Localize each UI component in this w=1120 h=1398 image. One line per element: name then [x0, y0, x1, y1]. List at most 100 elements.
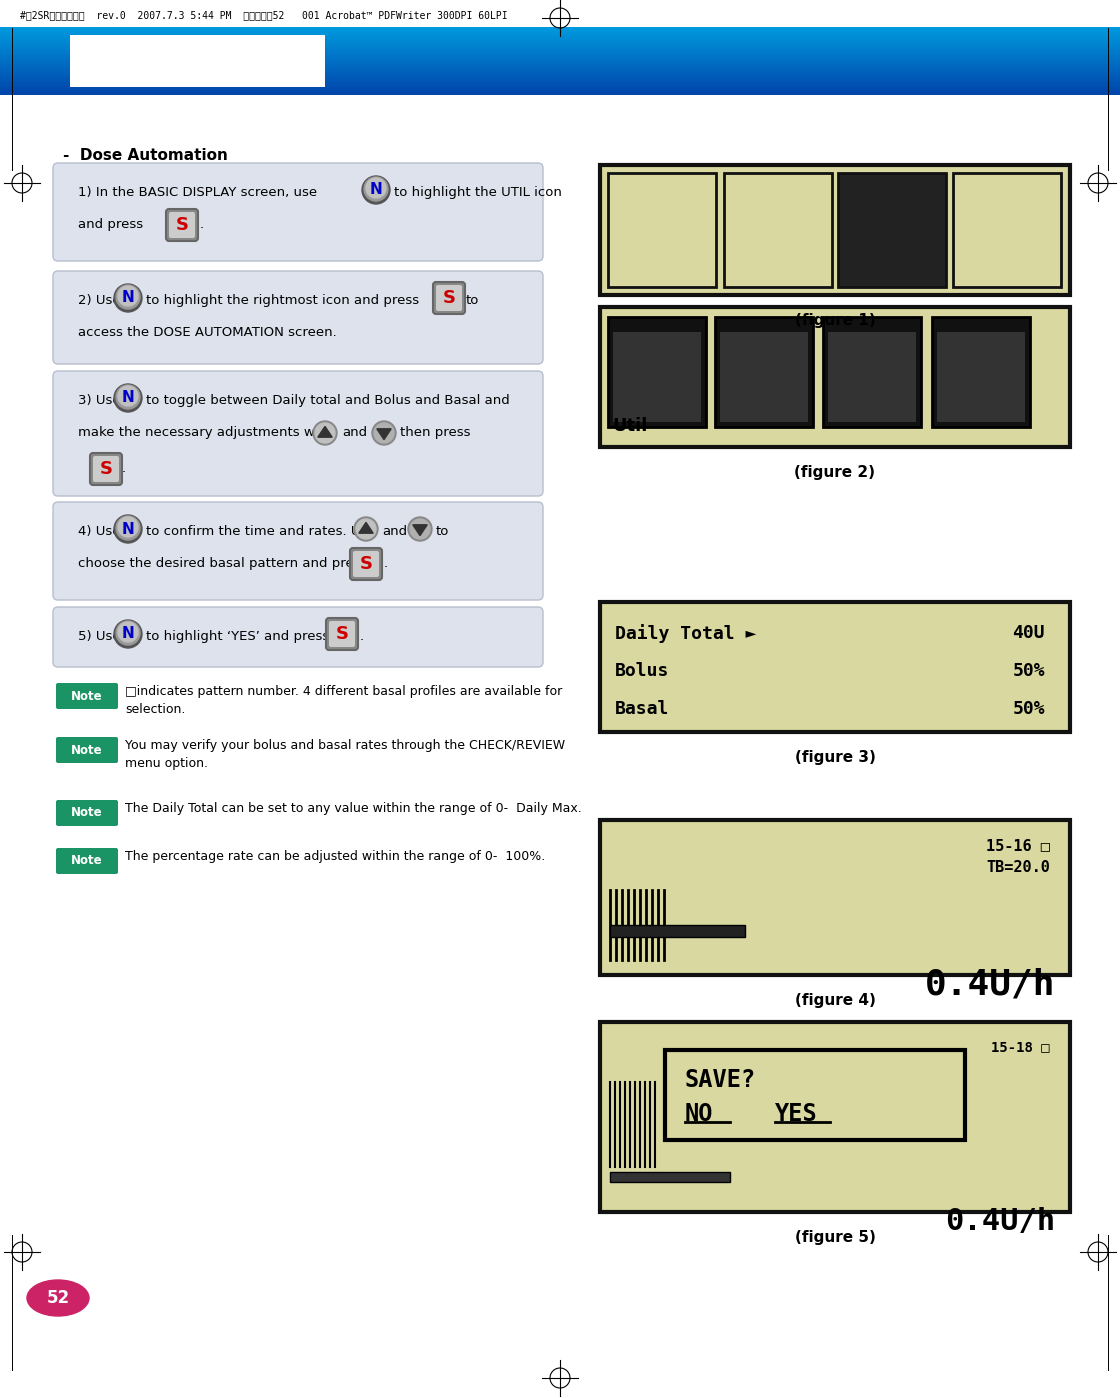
Bar: [932, 317, 1030, 426]
Bar: [0, 49, 1120, 52]
Text: N: N: [370, 183, 382, 197]
Circle shape: [118, 622, 138, 642]
Text: to highlight the rightmost icon and press: to highlight the rightmost icon and pres…: [146, 294, 419, 308]
Circle shape: [116, 384, 140, 410]
Polygon shape: [376, 429, 391, 439]
Circle shape: [374, 424, 394, 443]
FancyBboxPatch shape: [353, 551, 379, 577]
Bar: [0, 52, 1120, 55]
Text: 5) Use: 5) Use: [78, 630, 121, 643]
Bar: [715, 317, 813, 426]
FancyBboxPatch shape: [90, 453, 122, 485]
Bar: [0, 62, 1120, 64]
Bar: [0, 81, 1120, 84]
Bar: [0, 38, 1120, 39]
Text: to toggle between Daily total and Bolus and Basal and: to toggle between Daily total and Bolus …: [146, 394, 510, 407]
FancyBboxPatch shape: [329, 621, 355, 647]
Bar: [0, 92, 1120, 95]
Text: Note: Note: [72, 854, 103, 868]
Text: 4) Use: 4) Use: [78, 526, 121, 538]
Circle shape: [408, 517, 432, 541]
Bar: [69, 35, 325, 87]
Text: Util: Util: [612, 417, 647, 435]
FancyBboxPatch shape: [53, 164, 543, 261]
Bar: [0, 39, 1120, 42]
Text: and: and: [342, 426, 367, 439]
Text: Note: Note: [72, 807, 103, 819]
Bar: [0, 66, 1120, 69]
Bar: [613, 331, 701, 422]
FancyBboxPatch shape: [166, 208, 198, 240]
Text: 15-18 □: 15-18 □: [991, 1040, 1051, 1054]
Bar: [0, 32, 1120, 35]
FancyBboxPatch shape: [326, 618, 358, 650]
Bar: [0, 35, 1120, 38]
Text: 52: 52: [46, 1289, 69, 1307]
Text: 50%: 50%: [1012, 663, 1045, 679]
Bar: [0, 85, 1120, 88]
Text: (figure 4): (figure 4): [794, 993, 876, 1008]
Text: N: N: [122, 390, 134, 405]
FancyBboxPatch shape: [349, 548, 382, 580]
Bar: [0, 69, 1120, 71]
Bar: [0, 29, 1120, 31]
Text: S: S: [100, 460, 112, 478]
Bar: [0, 67, 1120, 70]
Bar: [0, 59, 1120, 62]
Circle shape: [118, 287, 138, 306]
Bar: [0, 78, 1120, 81]
Text: 15-16 □: 15-16 □: [986, 837, 1051, 853]
FancyBboxPatch shape: [56, 849, 118, 874]
Bar: [961, 180, 1053, 280]
Bar: [0, 27, 1120, 29]
Bar: [720, 331, 808, 422]
Bar: [0, 84, 1120, 87]
Text: S: S: [176, 217, 188, 233]
Bar: [610, 1172, 730, 1181]
Text: (figure 1): (figure 1): [794, 313, 876, 329]
Bar: [0, 57, 1120, 60]
Polygon shape: [413, 524, 427, 535]
Polygon shape: [318, 426, 333, 438]
Bar: [0, 31, 1120, 34]
Circle shape: [116, 621, 140, 644]
FancyBboxPatch shape: [169, 212, 195, 238]
Text: 2) Use: 2) Use: [78, 294, 121, 308]
Bar: [665, 1050, 965, 1139]
Bar: [828, 331, 916, 422]
Circle shape: [114, 384, 142, 412]
Circle shape: [366, 178, 386, 199]
Bar: [0, 74, 1120, 77]
Circle shape: [116, 285, 140, 309]
FancyBboxPatch shape: [53, 502, 543, 600]
Bar: [0, 70, 1120, 73]
Bar: [0, 48, 1120, 50]
Text: then press: then press: [400, 426, 470, 439]
Text: 3) Use: 3) Use: [78, 394, 121, 407]
FancyBboxPatch shape: [436, 285, 461, 310]
Text: Basal: Basal: [615, 700, 670, 719]
Text: N: N: [122, 291, 134, 306]
Text: 0.4U/h: 0.4U/h: [924, 967, 1055, 1002]
Text: NO: NO: [685, 1102, 713, 1125]
Bar: [0, 91, 1120, 94]
Bar: [0, 42, 1120, 45]
Circle shape: [315, 424, 335, 443]
Bar: [0, 64, 1120, 67]
Text: to: to: [436, 526, 449, 538]
Text: 50%: 50%: [1012, 700, 1045, 719]
Bar: [608, 173, 716, 287]
Bar: [0, 41, 1120, 43]
Text: Note: Note: [72, 744, 103, 756]
Text: 40U: 40U: [1012, 624, 1045, 642]
Bar: [0, 34, 1120, 36]
FancyBboxPatch shape: [93, 456, 119, 482]
Circle shape: [362, 176, 390, 204]
Polygon shape: [358, 523, 373, 533]
Text: selection.: selection.: [125, 703, 186, 716]
Circle shape: [118, 386, 138, 405]
Bar: [616, 180, 708, 280]
Text: #2SR  rev.0  2007.7.3 5:44 PM  52   001 Acrobat™ PDFWriter 300DPI 60: #2SR rev.0 2007.7.3 5:44 PM …: [20, 10, 507, 20]
Bar: [0, 60, 1120, 63]
Bar: [608, 317, 706, 426]
